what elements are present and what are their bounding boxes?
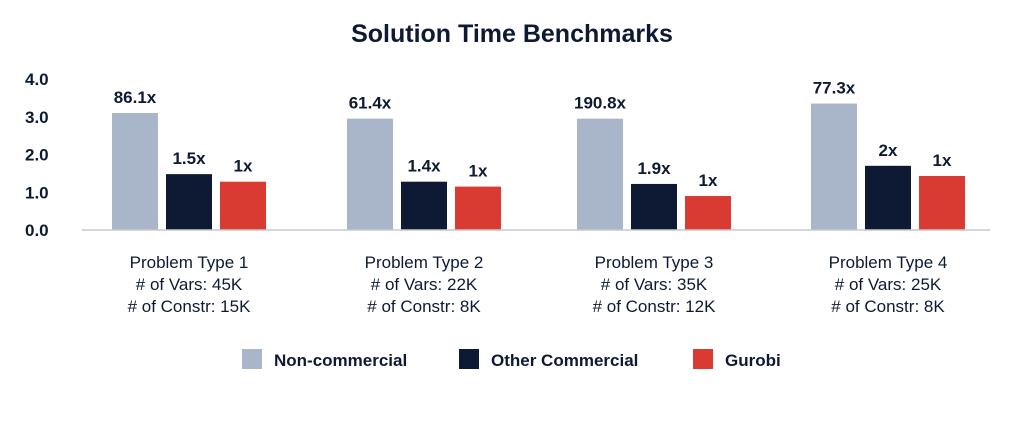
bar-other-commercial-1 [166, 174, 212, 230]
bar-non-commercial-2 [347, 118, 393, 230]
data-label: 77.3x [813, 79, 856, 98]
y-tick-label: 3.0 [25, 108, 49, 127]
y-tick-label: 0.0 [25, 221, 49, 240]
category-label-line: # of Vars: 22K [371, 275, 478, 294]
data-label: 2x [879, 141, 898, 160]
chart-title: Solution Time Benchmarks [351, 20, 673, 48]
category-label-line: Problem Type 1 [130, 253, 249, 272]
y-axis: 4.0 3.0 2.0 1.0 0.0 [25, 70, 49, 240]
y-tick-label: 4.0 [25, 70, 49, 89]
data-label: 1x [234, 157, 253, 176]
legend-swatch-gurobi [693, 349, 713, 369]
category-label-line: # of Constr: 8K [367, 297, 481, 316]
data-label: 1x [469, 162, 488, 181]
bar-gurobi-2 [455, 186, 501, 230]
data-label: 1x [933, 151, 952, 170]
legend: Non-commercial Other Commercial Gurobi [242, 349, 781, 370]
data-label: 1x [699, 171, 718, 190]
bar-non-commercial-1 [112, 112, 158, 230]
bars-group [112, 103, 965, 230]
data-label: 190.8x [574, 94, 627, 113]
bar-non-commercial-4 [811, 103, 857, 230]
data-label: 1.9x [637, 159, 671, 178]
legend-swatch-non-commercial [242, 349, 262, 369]
category-label-line: Problem Type 4 [829, 253, 948, 272]
data-label: 1.4x [407, 157, 441, 176]
legend-swatch-other-commercial [459, 349, 479, 369]
category-label-line: # of Constr: 8K [831, 297, 945, 316]
y-tick-label: 1.0 [25, 183, 49, 202]
category-label-line: Problem Type 2 [365, 253, 484, 272]
bar-labels-group: 86.1x 1.5x 1x 61.4x 1.4x 1x 190.8x 1.9x 1x 77.3x 2… [114, 79, 952, 190]
bar-other-commercial-3 [631, 183, 677, 230]
category-label-line: # of Constr: 15K [128, 297, 252, 316]
legend-label-non-commercial: Non-commercial [274, 351, 407, 370]
bar-gurobi-4 [919, 176, 965, 230]
legend-label-gurobi: Gurobi [725, 351, 781, 370]
category-label-line: # of Constr: 12K [593, 297, 717, 316]
category-label-line: # of Vars: 45K [136, 275, 243, 294]
bar-gurobi-1 [220, 181, 266, 230]
bar-other-commercial-4 [865, 165, 911, 230]
data-label: 86.1x [114, 88, 157, 107]
bar-other-commercial-2 [401, 181, 447, 230]
category-label-line: Problem Type 3 [595, 253, 714, 272]
y-tick-label: 2.0 [25, 146, 49, 165]
data-label: 1.5x [172, 149, 206, 168]
legend-label-other-commercial: Other Commercial [491, 351, 638, 370]
bar-gurobi-3 [685, 196, 731, 230]
category-label-line: # of Vars: 35K [601, 275, 708, 294]
data-label: 61.4x [349, 94, 392, 113]
category-label-line: # of Vars: 25K [835, 275, 942, 294]
category-labels-group: Problem Type 1 # of Vars: 45K # of Constr:… [128, 253, 948, 316]
bar-non-commercial-3 [577, 118, 623, 230]
